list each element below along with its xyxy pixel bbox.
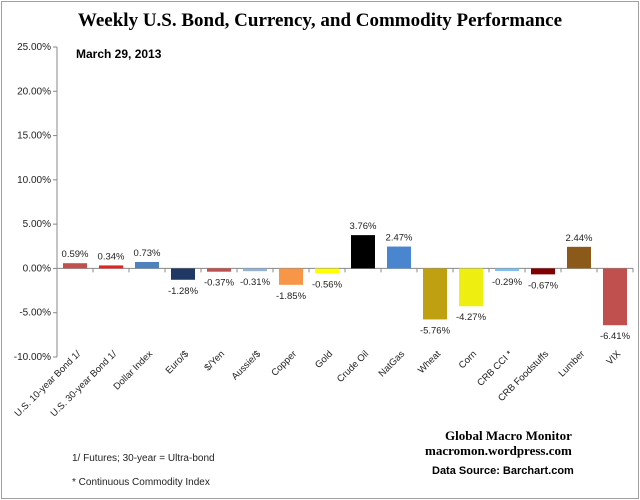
x-tick-label: Gold	[313, 349, 335, 371]
data-label: -0.67%	[528, 280, 559, 291]
x-tick-label: Wheat	[416, 349, 443, 376]
data-label: -0.37%	[204, 278, 235, 289]
bar	[63, 263, 87, 269]
x-tick-label: NatGas	[377, 349, 408, 380]
x-tick-label: Euro/$	[164, 348, 192, 376]
brand-site: macromon.wordpress.com	[425, 443, 572, 458]
data-label: -4.27%	[456, 312, 487, 323]
data-label: 2.44%	[566, 233, 593, 244]
bar	[135, 261, 159, 269]
chart-title: Weekly U.S. Bond, Currency, and Commodit…	[77, 10, 563, 31]
y-tick-label: -10.00%	[14, 352, 51, 363]
x-tick-label: Aussie/$	[230, 348, 264, 382]
bar	[351, 235, 375, 269]
x-tick-label: Lumber	[557, 349, 588, 380]
y-tick-label: 10.00%	[17, 175, 51, 186]
x-tick-label: Crude Oil	[335, 349, 371, 385]
data-label: 2.47%	[386, 233, 413, 244]
bar	[243, 268, 267, 272]
bar	[99, 265, 123, 269]
footnote-cci: * Continuous Commodity Index	[72, 477, 210, 488]
x-tick-label: $/Yen	[202, 349, 227, 374]
x-tick-label: VIX	[605, 348, 624, 367]
bar	[423, 268, 447, 320]
x-tick-label: U.S. 30-year Bond 1/	[49, 349, 120, 420]
data-source: Data Source: Barchart.com	[432, 465, 574, 477]
data-label: -0.29%	[492, 277, 523, 288]
bar	[495, 268, 519, 271]
bar	[279, 268, 303, 285]
data-label: 0.34%	[98, 251, 125, 262]
y-tick-label: -5.00%	[19, 308, 51, 319]
y-tick-label: 25.00%	[17, 42, 51, 53]
data-label: 0.73%	[134, 248, 161, 259]
x-tick-label: Copper	[269, 349, 299, 379]
y-tick-label: 15.00%	[17, 131, 51, 142]
brand-name: Global Macro Monitor	[445, 428, 572, 443]
bar	[459, 268, 483, 307]
bar	[387, 246, 411, 269]
bar	[171, 268, 195, 280]
bar	[531, 268, 555, 275]
bar	[567, 246, 591, 269]
data-label: -1.85%	[276, 291, 307, 302]
data-label: 3.76%	[350, 221, 377, 232]
y-tick-label: 0.00%	[23, 263, 51, 274]
bar	[315, 268, 339, 274]
chart-subtitle: March 29, 2013	[76, 47, 162, 61]
x-tick-label: Dollar Index	[111, 349, 155, 393]
y-tick-label: 5.00%	[23, 219, 51, 230]
data-label: -1.28%	[168, 286, 199, 297]
data-label: 0.59%	[62, 249, 89, 260]
x-tick-label: Corn	[457, 349, 479, 371]
data-label: -0.56%	[312, 279, 343, 290]
data-label: -6.41%	[600, 331, 631, 342]
footnote-futures: 1/ Futures; 30-year = Ultra-bond	[72, 453, 215, 464]
bar	[207, 268, 231, 272]
bar	[603, 268, 627, 326]
data-label: -5.76%	[420, 325, 451, 336]
y-tick-label: 20.00%	[17, 86, 51, 97]
data-label: -0.31%	[240, 277, 271, 288]
